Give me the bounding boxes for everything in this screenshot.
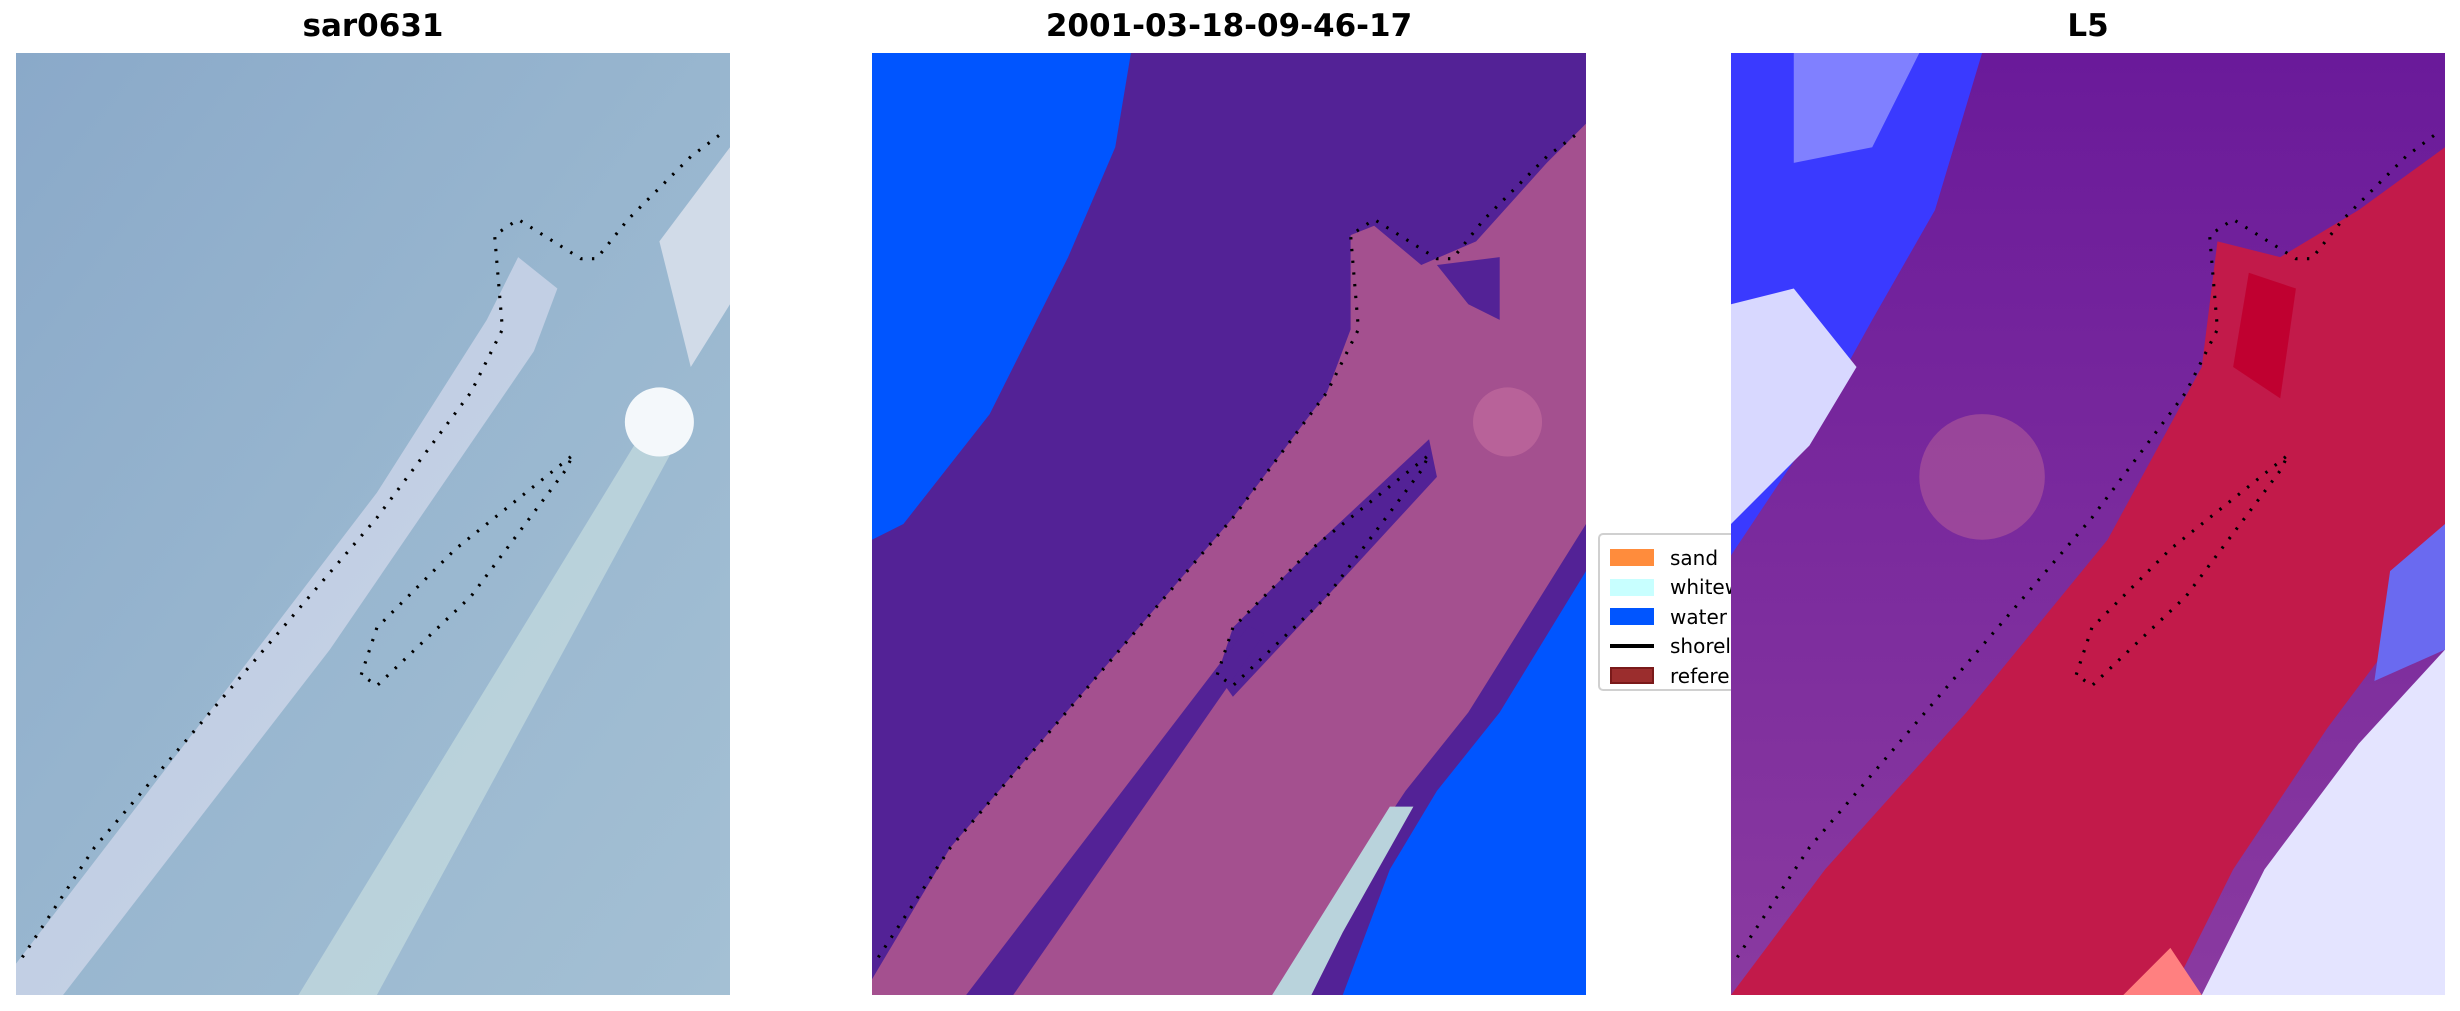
water-region-left	[872, 53, 1131, 540]
l5-heatmap-panel	[1731, 53, 2445, 995]
white-region-right	[2201, 649, 2445, 995]
panel-title-classification: 2001-03-18-09-46-17	[1045, 8, 1413, 44]
classification-panel	[872, 53, 1586, 995]
panel-title-l5: L5	[2067, 8, 2109, 44]
legend-item-water: water	[1610, 602, 1776, 632]
legend-item-sand: sand	[1610, 543, 1776, 573]
whitewater-strip	[1272, 806, 1414, 995]
panel-title-sar: sar0631	[302, 8, 444, 44]
water-region-right	[1342, 571, 1586, 995]
sar-image-panel	[16, 53, 730, 995]
sand-band	[872, 123, 1586, 995]
